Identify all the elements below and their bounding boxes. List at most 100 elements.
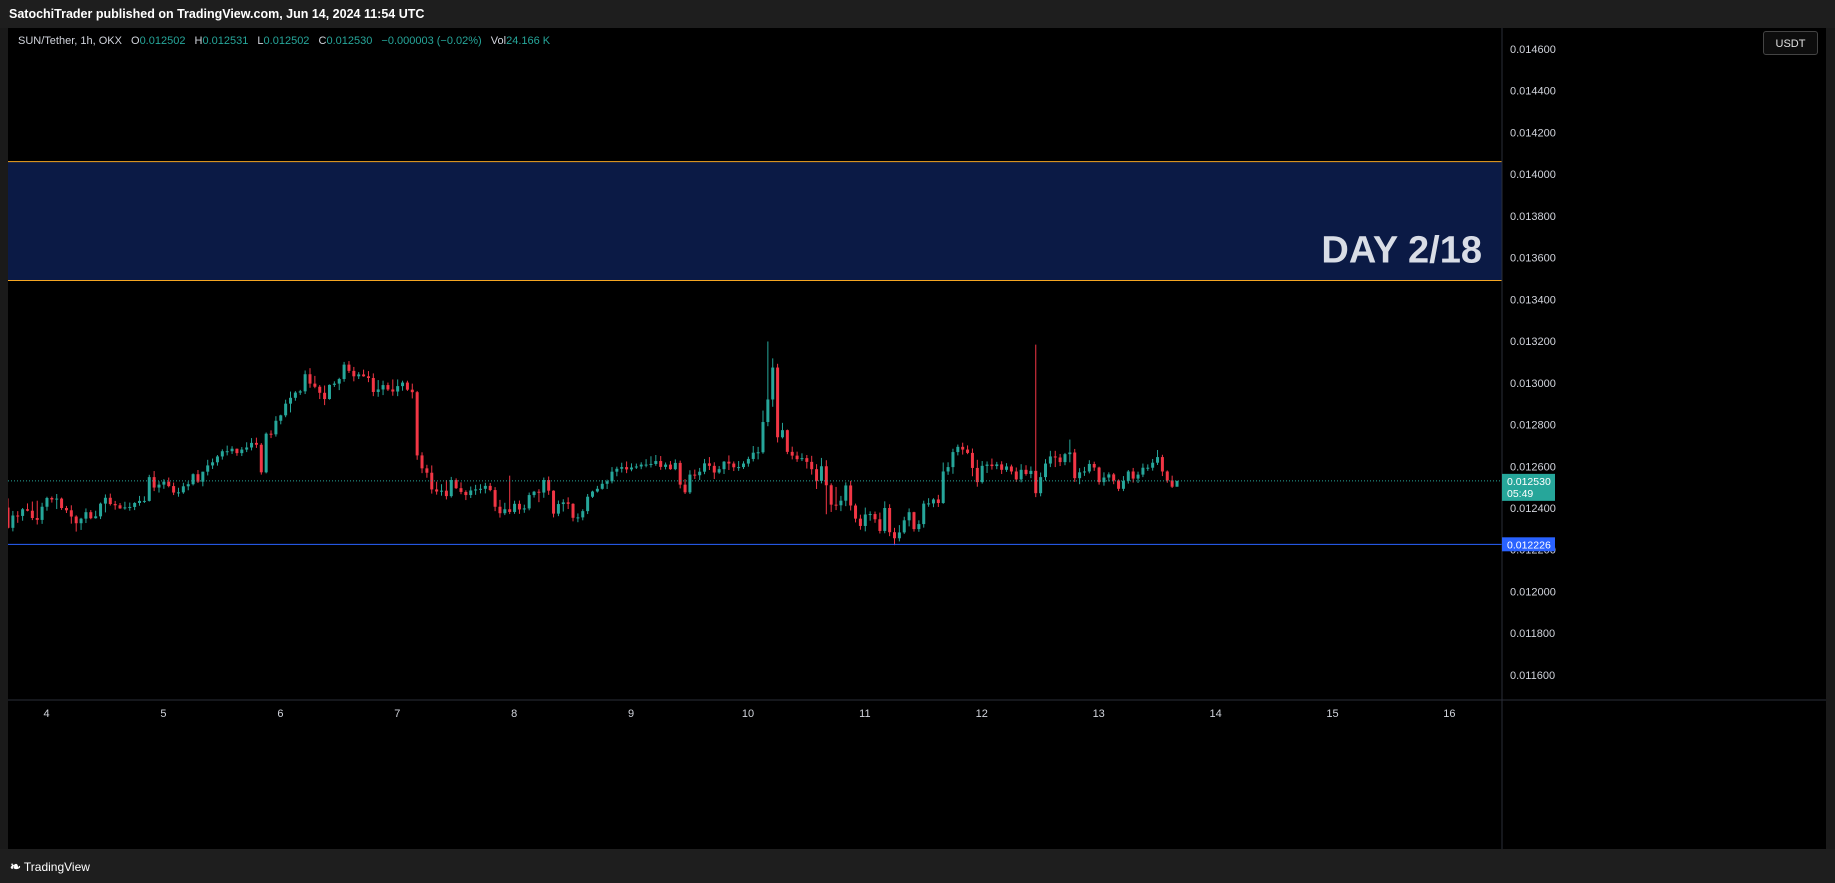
candle-body — [318, 386, 322, 393]
chart-canvas[interactable]: DAY 2/18 0.014600 0.014400 0.014200 0.01400… — [8, 28, 1826, 849]
candle-body — [790, 451, 794, 456]
candle-body — [668, 464, 672, 470]
candle-body — [459, 488, 463, 492]
candle-body — [532, 491, 536, 496]
candle-body — [250, 442, 254, 448]
time-tick-label: 12 — [976, 708, 988, 720]
candle-body — [1000, 464, 1004, 470]
candle-body — [386, 385, 390, 390]
candle-body — [1029, 470, 1033, 474]
candle-body — [610, 471, 614, 482]
candle-body — [737, 467, 741, 469]
price-tick-label: 0.013200 — [1510, 336, 1556, 348]
candle-body — [556, 504, 560, 514]
candle-body — [527, 495, 531, 509]
candle-body — [376, 389, 380, 392]
candle-body — [854, 505, 858, 519]
candle-body — [420, 455, 424, 469]
candle-body — [703, 463, 707, 472]
price-tick-label: 0.013600 — [1510, 253, 1556, 265]
candle-body — [717, 469, 721, 473]
publish-header: SatochiTrader published on TradingView.c… — [0, 0, 1835, 28]
candle-body — [649, 463, 653, 465]
candle-body — [401, 382, 405, 387]
candle-body — [639, 464, 643, 467]
candle-body — [191, 474, 195, 485]
candle-body — [742, 463, 746, 468]
candle-body — [576, 517, 580, 519]
tradingview-logo[interactable]: ❧ TradingView — [10, 859, 90, 875]
time-tick-label: 14 — [1209, 708, 1221, 720]
candle-body — [254, 442, 258, 445]
footer-bar: ❧ TradingView — [0, 849, 1835, 883]
candle-body — [654, 461, 658, 464]
candle-body — [522, 508, 526, 510]
candle-body — [259, 444, 263, 473]
time-tick-label: 10 — [742, 708, 754, 720]
candle-body — [1141, 467, 1145, 475]
candle-body — [883, 508, 887, 531]
candle-body — [1005, 466, 1009, 470]
price-tick-label: 0.012000 — [1510, 586, 1556, 598]
candle-body — [1053, 456, 1057, 458]
candle-body — [1121, 480, 1125, 489]
candle-body — [1175, 480, 1179, 487]
candle-body — [824, 466, 828, 486]
candle-body — [274, 420, 278, 435]
candle-body — [488, 485, 492, 491]
candle-body — [201, 471, 205, 482]
support-price-badge-bg — [1502, 537, 1555, 552]
candle-body — [469, 490, 473, 496]
time-tick-label: 8 — [511, 708, 517, 720]
candle-body — [103, 497, 107, 504]
price-tick-label: 0.014000 — [1510, 169, 1556, 181]
candle-body — [1112, 474, 1116, 481]
resistance-zone[interactable] — [8, 161, 1502, 281]
price-axis[interactable]: 0.014600 0.014400 0.014200 0.014000 0.013800… — [1501, 28, 1556, 849]
candle-body — [1078, 472, 1082, 479]
candle-body — [40, 506, 44, 520]
candle-body — [50, 497, 54, 500]
candle-body — [1151, 462, 1155, 468]
candle-body — [946, 467, 950, 472]
candle-body — [167, 481, 171, 487]
candle-body — [371, 377, 375, 392]
candle-body — [732, 463, 736, 468]
open-label: O — [131, 35, 140, 47]
candle-body — [566, 502, 570, 504]
candle-body — [746, 458, 750, 464]
candle-body — [1009, 466, 1013, 472]
candle-body — [503, 509, 507, 514]
currency-button[interactable]: USDT — [1763, 31, 1818, 55]
close-value: 0.012530 — [326, 35, 373, 47]
candle-body — [956, 446, 960, 453]
candle-body — [157, 484, 161, 488]
candle-body — [405, 382, 409, 390]
chart-panel[interactable]: DAY 2/18 0.014600 0.014400 0.014200 0.01400… — [8, 28, 1826, 849]
candle-body — [819, 466, 823, 481]
candle-body — [176, 492, 180, 494]
candle-body — [513, 503, 517, 512]
last-price-countdown: 05:49 — [1507, 488, 1533, 500]
candle-body — [332, 383, 336, 385]
candle-body — [381, 385, 385, 390]
candle-body — [839, 500, 843, 506]
candle-body — [235, 448, 239, 454]
candle-body — [1165, 471, 1169, 481]
candle-body — [89, 512, 93, 519]
high-label: H — [194, 35, 203, 47]
candle-body — [289, 397, 293, 404]
time-axis[interactable]: 4 5 6 7 8 9 10 11 12 13 14 15 16 — [8, 699, 1826, 720]
candle-body — [517, 503, 521, 510]
candle-body — [673, 462, 677, 470]
candle-body — [644, 464, 648, 466]
candle-body — [1146, 467, 1150, 469]
candle-body — [60, 498, 64, 508]
candle-body — [133, 502, 137, 507]
candle-body — [605, 481, 609, 484]
candle-body — [483, 485, 487, 489]
candle-body — [912, 512, 916, 530]
candle-body — [240, 449, 244, 454]
time-tick-label: 13 — [1093, 708, 1105, 720]
symbol-label[interactable]: SUN/Tether, 1h, OKX — [18, 35, 122, 47]
